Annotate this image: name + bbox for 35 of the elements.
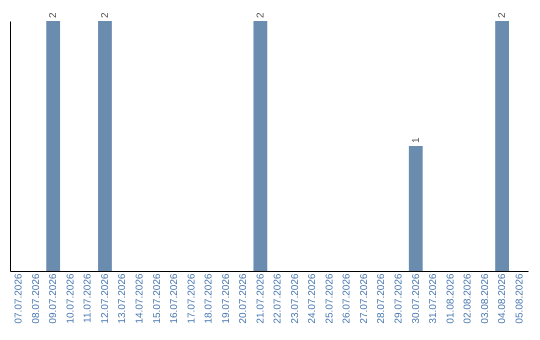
x-tick-label: 15.07.2026 xyxy=(152,273,163,324)
x-tick-label: 23.07.2026 xyxy=(290,273,301,324)
x-tick-label: 18.07.2026 xyxy=(204,273,215,324)
x-tick-label: 21.07.2026 xyxy=(255,273,266,324)
x-tick-label: 28.07.2026 xyxy=(376,273,388,324)
x-tick-label: 14.07.2026 xyxy=(134,273,146,324)
data-label: 1 xyxy=(410,137,422,143)
data-label: 2 xyxy=(255,12,266,18)
x-tick-label: 04.08.2026 xyxy=(497,273,508,324)
x-tick-label: 17.07.2026 xyxy=(186,273,198,324)
x-tick-label: 16.07.2026 xyxy=(169,273,180,324)
data-label: 2 xyxy=(497,12,508,18)
x-tick-label: 10.07.2026 xyxy=(65,273,76,324)
data-label: 2 xyxy=(100,12,111,18)
x-tick-label: 13.07.2026 xyxy=(117,273,128,324)
x-tick-label: 31.07.2026 xyxy=(428,273,440,324)
x-tick-label: 25.07.2026 xyxy=(324,273,336,324)
x-tick-label: 24.07.2026 xyxy=(307,273,318,324)
x-tick-label: 20.07.2026 xyxy=(238,273,250,324)
x-tick-label: 02.08.2026 xyxy=(462,273,474,324)
x-tick-label: 07.07.2026 xyxy=(14,273,25,324)
x-tick-label: 27.07.2026 xyxy=(358,273,370,324)
x-tick-label: 08.07.2026 xyxy=(30,273,42,324)
x-tick-label: 05.08.2026 xyxy=(514,273,526,324)
x-tick-label: 03.08.2026 xyxy=(480,273,491,324)
x-tick-label: 12.07.2026 xyxy=(100,273,111,324)
x-tick-label: 29.07.2026 xyxy=(394,273,404,324)
x-tick-label: 22.07.2026 xyxy=(272,273,284,324)
data-label: 2 xyxy=(48,12,60,18)
x-tick-label: 01.08.2026 xyxy=(445,273,456,324)
x-tick-label: 09.07.2026 xyxy=(48,273,60,324)
x-tick-label: 19.07.2026 xyxy=(220,273,232,324)
x-tick-label: 11.07.2026 xyxy=(82,273,94,323)
x-tick-label: 26.07.2026 xyxy=(342,273,353,324)
x-tick-label: 30.07.2026 xyxy=(410,273,422,324)
